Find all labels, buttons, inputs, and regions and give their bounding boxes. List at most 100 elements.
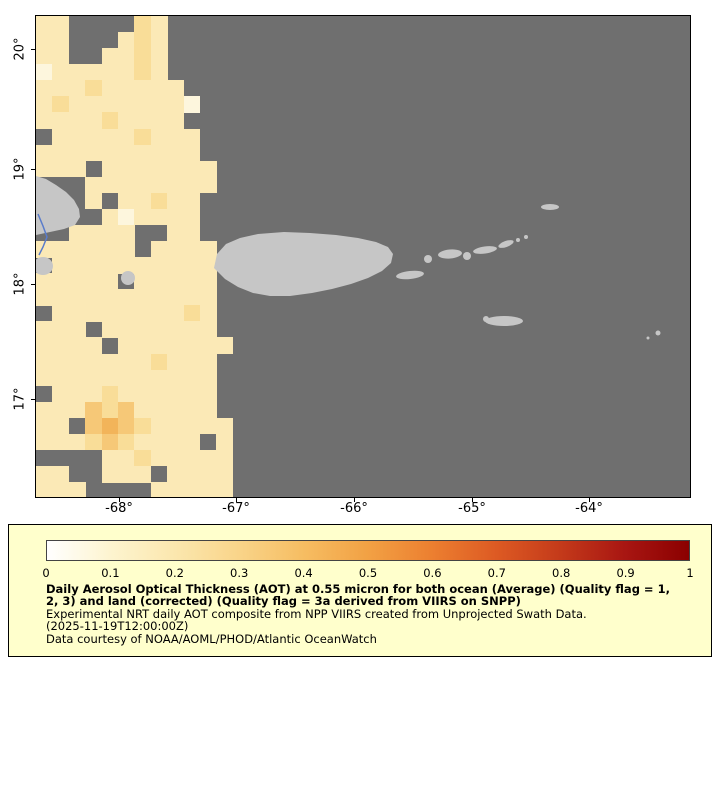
aot-cell bbox=[134, 208, 152, 226]
caption-title-line-2: 2, 3) and land (corrected) (Quality flag… bbox=[46, 594, 521, 609]
aot-cell bbox=[134, 305, 152, 322]
aot-cell bbox=[150, 160, 168, 178]
aot-cell bbox=[68, 369, 86, 387]
aot-cell bbox=[183, 369, 201, 387]
aot-cell bbox=[167, 241, 185, 258]
colorbar bbox=[46, 540, 690, 561]
aot-cell bbox=[167, 224, 185, 242]
aot-cell bbox=[52, 32, 70, 49]
aot-cell bbox=[183, 289, 201, 306]
aot-cell bbox=[167, 321, 185, 338]
aot-cell bbox=[134, 192, 152, 210]
aot-cell bbox=[68, 433, 86, 451]
aot-cell bbox=[101, 321, 119, 338]
aot-cell bbox=[68, 128, 86, 146]
aot-cell bbox=[52, 112, 70, 129]
aot-cell bbox=[200, 385, 217, 403]
aot-cell bbox=[101, 385, 119, 403]
aot-cell bbox=[183, 160, 201, 178]
aot-cell bbox=[118, 112, 135, 129]
virgin-gorda-land bbox=[498, 240, 514, 248]
aot-cell bbox=[118, 305, 135, 322]
aot-cell bbox=[167, 80, 185, 97]
aot-cell bbox=[36, 369, 53, 387]
aot-cell bbox=[167, 160, 185, 178]
aot-cell bbox=[200, 305, 217, 322]
aot-cell bbox=[150, 305, 168, 322]
x-axis-tick-label: -66° bbox=[340, 501, 368, 516]
aot-cell bbox=[134, 401, 152, 419]
x-axis-tick-mark bbox=[589, 498, 590, 502]
legend-panel: 0 0.1 0.2 0.3 0.4 0.5 0.6 0.7 0.8 0.9 1 Daily Aero… bbox=[8, 524, 712, 657]
aot-cell bbox=[200, 449, 217, 467]
aot-cell bbox=[183, 353, 201, 371]
aot-cell bbox=[52, 417, 70, 435]
aot-cell bbox=[216, 482, 234, 497]
aot-cell bbox=[52, 482, 70, 497]
aot-cell bbox=[101, 273, 119, 290]
aot-cell bbox=[134, 385, 152, 403]
aot-cell bbox=[85, 112, 103, 129]
map-inner bbox=[36, 16, 690, 497]
y-axis-tick-mark bbox=[31, 169, 35, 170]
aot-cell bbox=[150, 482, 168, 497]
aot-cell bbox=[167, 176, 185, 194]
aot-cell bbox=[52, 64, 70, 81]
aot-cell bbox=[68, 305, 86, 322]
aot-cell bbox=[167, 128, 185, 146]
aot-cell bbox=[150, 192, 168, 210]
aot-cell bbox=[85, 144, 103, 162]
islet-land bbox=[524, 235, 528, 239]
aot-cell bbox=[52, 160, 70, 178]
aot-cell bbox=[200, 482, 217, 497]
aot-cell bbox=[52, 337, 70, 354]
aot-cell bbox=[85, 353, 103, 371]
colorbar-tick-label: 0 bbox=[42, 566, 50, 580]
aot-cell bbox=[85, 192, 103, 210]
aot-cell bbox=[68, 289, 86, 306]
aot-cell bbox=[101, 466, 119, 483]
aot-cell bbox=[200, 401, 217, 419]
colorbar-tick-row: 0 0.1 0.2 0.3 0.4 0.5 0.6 0.7 0.8 0.9 1 bbox=[42, 566, 693, 580]
aot-cell bbox=[150, 273, 168, 290]
aot-cell bbox=[200, 176, 217, 194]
y-axis-tick-mark bbox=[31, 49, 35, 50]
aot-cell bbox=[85, 337, 103, 354]
st-croix-west-land bbox=[483, 316, 489, 322]
aot-cell bbox=[150, 112, 168, 129]
aot-cell bbox=[150, 48, 168, 65]
aot-cell bbox=[52, 305, 70, 322]
aot-cell bbox=[134, 112, 152, 129]
aot-cell bbox=[167, 353, 185, 371]
aot-cell bbox=[183, 273, 201, 290]
y-axis-tick-label: 19° bbox=[12, 157, 28, 181]
aot-cell bbox=[150, 80, 168, 97]
aot-cell bbox=[52, 144, 70, 162]
aot-cell bbox=[68, 112, 86, 129]
hispaniola-land bbox=[36, 176, 80, 235]
aot-cell bbox=[36, 144, 53, 162]
aot-cell bbox=[200, 289, 217, 306]
aot-cell bbox=[36, 112, 53, 129]
aot-cell bbox=[134, 176, 152, 194]
aot-cell bbox=[118, 80, 135, 97]
aot-cell bbox=[134, 353, 152, 371]
aot-cell bbox=[167, 433, 185, 451]
anegada-land bbox=[541, 204, 559, 210]
aot-cell bbox=[200, 369, 217, 387]
aot-cell bbox=[200, 241, 217, 258]
aot-cell bbox=[150, 257, 168, 274]
aot-cell bbox=[36, 80, 53, 97]
aot-cell bbox=[150, 128, 168, 146]
x-axis-tick-mark bbox=[119, 498, 120, 502]
aot-cell bbox=[36, 273, 53, 290]
aot-cell bbox=[150, 144, 168, 162]
aot-cell bbox=[52, 353, 70, 371]
aot-cell bbox=[118, 289, 135, 306]
aot-cell bbox=[183, 385, 201, 403]
aot-cell bbox=[101, 112, 119, 129]
aot-cell bbox=[101, 257, 119, 274]
aot-cell bbox=[101, 417, 119, 435]
legend-caption: Daily Aerosol Optical Thickness (AOT) at… bbox=[46, 583, 670, 645]
aot-cell bbox=[101, 449, 119, 467]
